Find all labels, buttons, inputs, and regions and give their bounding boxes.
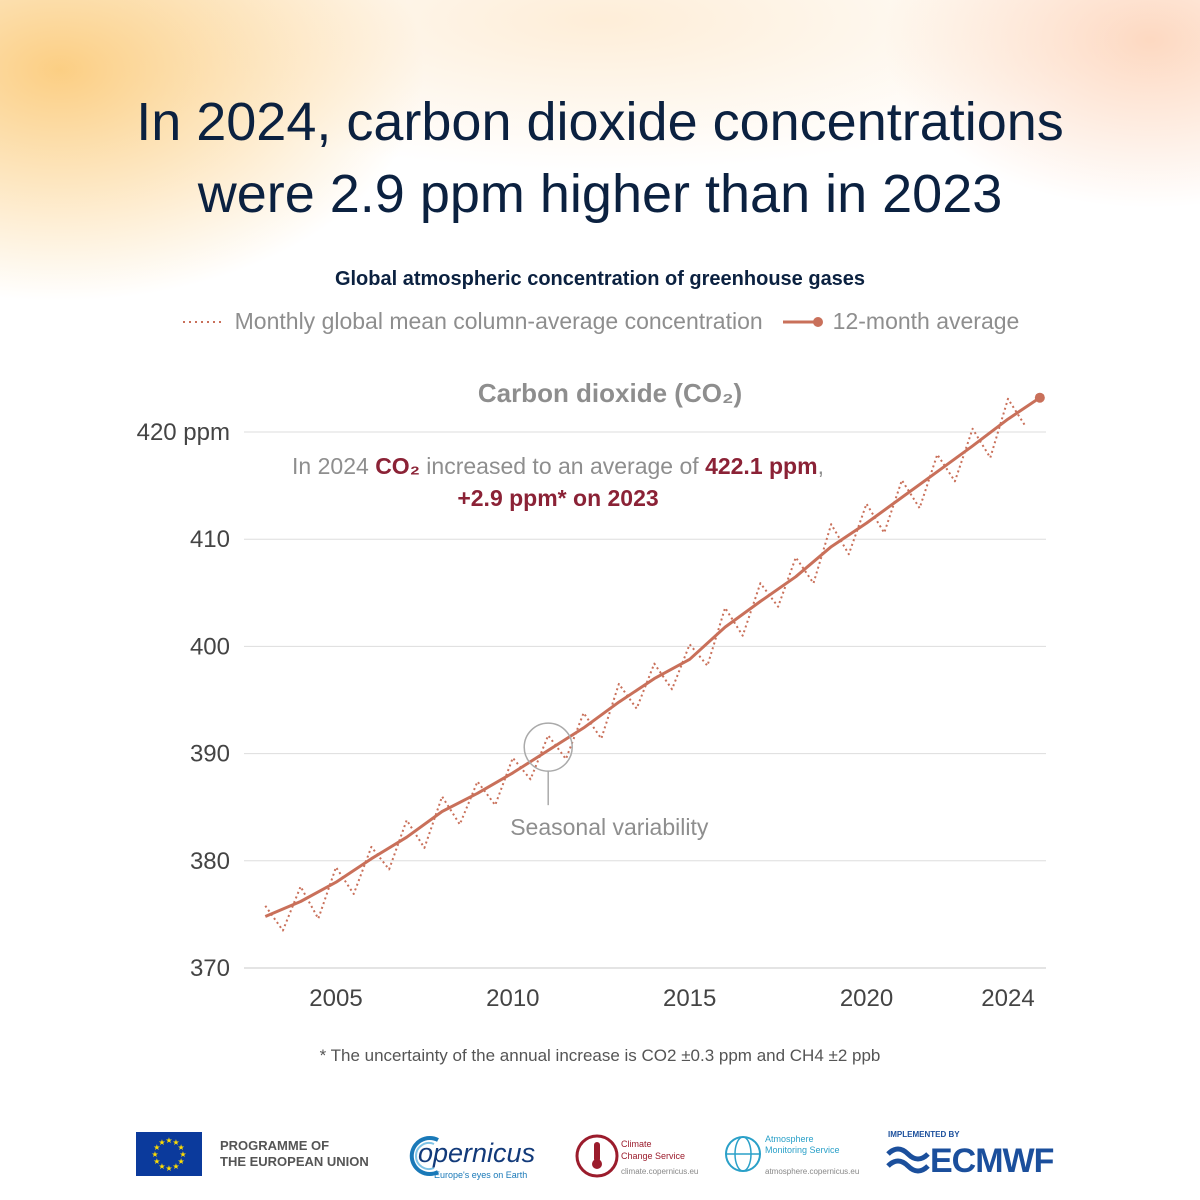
eu-star-icon: ★ (153, 1143, 160, 1152)
eu-star-icon: ★ (153, 1157, 160, 1166)
annotation-comma: , (818, 453, 824, 479)
x-tick-label: 2020 (840, 985, 893, 1012)
ecmwf-logo: IMPLEMENTED BY ECMWF (886, 1128, 1076, 1184)
cams-name: Atmosphere Monitoring Service (765, 1134, 840, 1156)
footnote: * The uncertainty of the annual increase… (319, 1046, 881, 1065)
copernicus-logo: opernicus Europe's eyes on Earth (408, 1132, 538, 1180)
cams-line-2: Monitoring Service (765, 1145, 840, 1155)
ecmwf-waves-icon (886, 1146, 930, 1174)
y-tick-label: 400 (190, 633, 230, 660)
copernicus-c-icon (409, 1136, 439, 1176)
annotation-line-1: In 2024 CO₂ increased to an average of 4… (292, 453, 824, 479)
annotation-prefix: In 2024 (292, 453, 375, 479)
x-tick-label: 2005 (309, 985, 362, 1012)
thermometer-icon (575, 1134, 619, 1178)
y-tick-label: 390 (190, 741, 230, 768)
copernicus-tagline: Europe's eyes on Earth (434, 1170, 528, 1180)
average-endpoint-marker (1034, 392, 1045, 403)
logo-bar: ★ ★ ★ ★ ★ ★ ★ ★ ★ ★ ★ ★ PROGRAMME OF THE EUROPEAN U… (0, 1120, 1200, 1190)
y-tick-label: 370 (190, 955, 230, 982)
annotation-middle: increased to an average of (420, 453, 705, 479)
ecmwf-wordmark: ECMWF (930, 1142, 1054, 1180)
legend-label-average: 12-month average (832, 308, 1020, 334)
eu-star-icon: ★ (178, 1157, 185, 1166)
y-tick-label: 410 (190, 526, 230, 553)
seasonal-variability-label: Seasonal variability (510, 814, 709, 840)
x-tick-label: 2010 (486, 985, 539, 1012)
globe-icon (725, 1136, 761, 1172)
eu-star-icon: ★ (151, 1150, 158, 1159)
headline-line-1: In 2024, carbon dioxide concentrations (136, 92, 1064, 152)
c3s-url: climate.copernicus.eu (621, 1167, 699, 1176)
eu-star-icon: ★ (172, 1138, 179, 1147)
legend: Monthly global mean column-average conce… (0, 308, 1200, 335)
y-tick-label: 380 (190, 848, 230, 875)
annotation-co2: CO₂ (375, 453, 420, 479)
eu-star-icon: ★ (165, 1136, 172, 1145)
eu-programme-text: PROGRAMME OF THE EUROPEAN UNION (220, 1138, 369, 1170)
legend-label-monthly: Monthly global mean column-average conce… (234, 308, 763, 334)
dotted-line-icon (182, 320, 225, 323)
eu-star-icon: ★ (158, 1138, 165, 1147)
legend-item-monthly: Monthly global mean column-average conce… (181, 308, 763, 335)
eu-text-line-1: PROGRAMME OF (220, 1138, 330, 1153)
c3s-name: Climate Change Service (621, 1138, 685, 1162)
cams-logo: Atmosphere Monitoring Service atmosphere… (723, 1130, 863, 1182)
cams-line-1: Atmosphere (765, 1134, 814, 1144)
c3s-line-1: Climate (621, 1139, 652, 1149)
eu-star-icon: ★ (179, 1150, 186, 1159)
eu-flag-logo: ★ ★ ★ ★ ★ ★ ★ ★ ★ ★ ★ ★ (136, 1132, 202, 1176)
annotation-value: 422.1 ppm (705, 453, 818, 479)
eu-text-line-2: THE EUROPEAN UNION (220, 1154, 369, 1169)
headline: In 2024, carbon dioxide concentrations w… (0, 86, 1200, 230)
average-series-line (264, 396, 1041, 918)
x-tick-label: 2015 (663, 985, 716, 1012)
eu-stars-icon: ★ ★★★★★★★★★★★ (151, 1136, 186, 1173)
copernicus-wordmark: opernicus (418, 1138, 536, 1168)
eu-star-icon: ★ (165, 1164, 172, 1173)
y-tick-label: 420 ppm (137, 419, 230, 446)
c3s-line-2: Change Service (621, 1151, 686, 1161)
x-tick-label: 2024 (981, 985, 1034, 1012)
eu-star-icon: ★ (172, 1162, 179, 1171)
eu-star-icon: ★ (158, 1162, 165, 1171)
ecmwf-implemented-by: IMPLEMENTED BY (888, 1130, 960, 1139)
legend-item-average: 12-month average (781, 308, 1020, 335)
cams-url: atmosphere.copernicus.eu (765, 1167, 860, 1176)
solid-line-dot-icon (782, 316, 823, 327)
annotation-line-2: +2.9 ppm* on 2023 (457, 485, 658, 511)
chart-subtitle: Global atmospheric concentration of gree… (334, 268, 866, 290)
eu-star-icon: ★ (178, 1143, 185, 1152)
seasonal-highlight-circle (523, 722, 573, 772)
headline-line-2: were 2.9 ppm higher than in 2023 (197, 164, 1003, 224)
chart-title: Carbon dioxide (CO₂) (478, 378, 742, 408)
c3s-logo: Climate Change Service climate.copernicu… (575, 1130, 705, 1182)
